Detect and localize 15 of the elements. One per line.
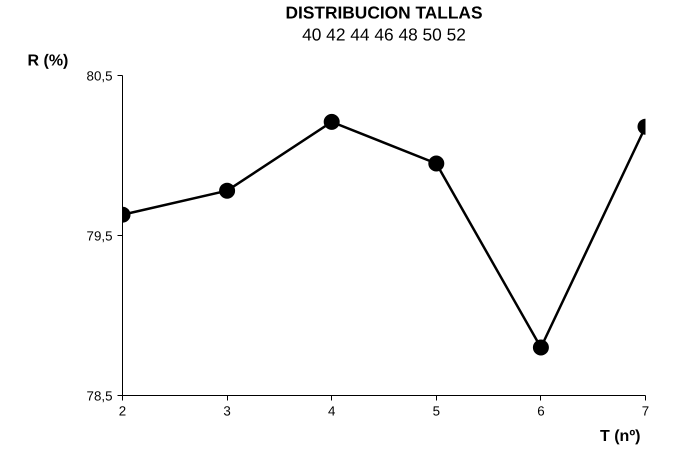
point (324, 114, 340, 130)
point (428, 156, 444, 172)
x-axis-title: T (nº) (600, 428, 641, 445)
y-tick-label: 80,5 (86, 68, 113, 84)
y-axis-title: R (%) (28, 52, 68, 70)
x-tick-label: 5 (432, 404, 440, 418)
x-tick-label: 2 (118, 404, 126, 418)
chart-title: DISTRIBUCION TALLAS (285, 2, 483, 22)
x-tick-label: 7 (642, 404, 650, 418)
y-tick-label: 78,5 (86, 388, 113, 404)
y-tick-label: 79,5 (86, 228, 113, 244)
chart-subtitle: 40 42 44 46 48 50 52 (302, 24, 466, 44)
x-tick-label: 3 (223, 404, 231, 418)
x-tick-label: 6 (537, 404, 545, 418)
x-tick-label: 4 (328, 404, 336, 418)
